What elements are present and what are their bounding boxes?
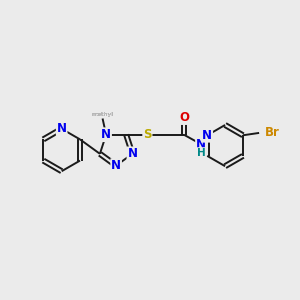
Text: H: H bbox=[196, 148, 205, 158]
Text: Br: Br bbox=[264, 126, 279, 140]
Text: N: N bbox=[111, 159, 121, 172]
Text: N: N bbox=[128, 147, 137, 160]
Text: methyl: methyl bbox=[92, 112, 114, 117]
Text: methyl: methyl bbox=[92, 112, 114, 117]
Text: N: N bbox=[196, 138, 206, 151]
Text: S: S bbox=[143, 128, 152, 141]
Text: N: N bbox=[202, 129, 212, 142]
Text: N: N bbox=[101, 128, 111, 141]
Text: O: O bbox=[179, 111, 189, 124]
Text: N: N bbox=[57, 122, 67, 135]
